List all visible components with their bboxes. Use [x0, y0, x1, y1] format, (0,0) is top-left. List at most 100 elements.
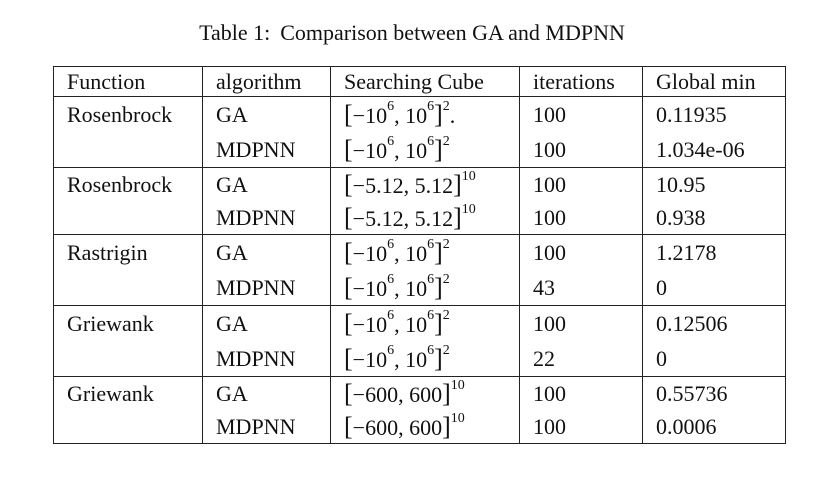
- cell-function: [53, 201, 203, 235]
- cube-power: 2: [442, 272, 450, 288]
- cube-low: −10: [352, 311, 388, 337]
- cell-global-min: 1.034e-06: [642, 132, 786, 168]
- cube-power: 2: [442, 99, 450, 115]
- cell-global-min: 1.2178: [642, 234, 786, 270]
- cube-low-exp: 6: [387, 272, 395, 288]
- cell-function: Griewank: [53, 305, 203, 341]
- cell-global-min: 0.55736: [642, 376, 786, 410]
- cell-iterations: 100: [519, 234, 643, 270]
- cell-algorithm: MDPNN: [202, 270, 331, 306]
- cell-searching-cube: [−106, 106]2: [330, 234, 520, 270]
- table-row: MDPNN [−106, 106]2 43 0: [53, 270, 786, 306]
- cell-function: Rastrigin: [53, 234, 203, 270]
- cell-function: Griewank: [53, 376, 203, 410]
- cell-algorithm: GA: [202, 96, 331, 132]
- table-caption: Table 1: Comparison between GA and MDPNN: [0, 20, 824, 46]
- cube-high-exp: 6: [427, 343, 435, 359]
- header-iterations: iterations: [519, 66, 643, 97]
- cell-function: Rosenbrock: [53, 96, 203, 132]
- cube-high-exp: 6: [427, 99, 435, 115]
- cell-iterations: 100: [519, 167, 643, 201]
- cube-interval: −5.12, 5.12: [352, 205, 454, 231]
- cell-iterations: 100: [519, 410, 643, 444]
- table-row: MDPNN [−600, 600]10 100 0.0006: [53, 410, 786, 444]
- cell-global-min: 0.11935: [642, 96, 786, 132]
- cube-high: 10: [405, 240, 428, 266]
- cell-searching-cube: [−5.12, 5.12]10: [330, 201, 520, 235]
- cube-low-exp: 6: [387, 308, 395, 324]
- table-row: MDPNN [−5.12, 5.12]10 100 0.938: [53, 201, 786, 235]
- cube-low: −10: [352, 275, 388, 301]
- table-row: Rastrigin GA [−106, 106]2 100 1.2178: [53, 234, 786, 270]
- cell-global-min: 0: [642, 270, 786, 306]
- cell-function: [53, 270, 203, 306]
- cell-algorithm: MDPNN: [202, 132, 331, 168]
- cell-searching-cube: [−106, 106]2.: [330, 96, 520, 132]
- cell-iterations: 100: [519, 305, 643, 341]
- header-row: Function algorithm Searching Cube iterat…: [53, 66, 786, 97]
- cell-iterations: 100: [519, 132, 643, 168]
- table-row: MDPNN [−106, 106]2 100 1.034e-06: [53, 132, 786, 168]
- cube-high: 10: [405, 102, 428, 128]
- cube-low-exp: 6: [387, 237, 395, 253]
- cube-interval: −600, 600: [352, 414, 443, 440]
- cell-searching-cube: [−106, 106]2: [330, 305, 520, 341]
- cell-global-min: 10.95: [642, 167, 786, 201]
- cube-trail: .: [449, 102, 456, 128]
- cube-high-exp: 6: [427, 237, 435, 253]
- cell-algorithm: GA: [202, 167, 331, 201]
- cell-iterations: 100: [519, 96, 643, 132]
- cell-searching-cube: [−5.12, 5.12]10: [330, 167, 520, 201]
- cell-function: [53, 341, 203, 377]
- cube-high: 10: [405, 311, 428, 337]
- cell-global-min: 0.938: [642, 201, 786, 235]
- cell-global-min: 0: [642, 341, 786, 377]
- cube-power: 10: [461, 169, 476, 185]
- cube-low-exp: 6: [387, 343, 395, 359]
- cell-iterations: 22: [519, 341, 643, 377]
- cube-low: −10: [352, 137, 388, 163]
- table-row: Rosenbrock GA [−5.12, 5.12]10 100 10.95: [53, 167, 786, 201]
- cube-power: 2: [442, 237, 450, 253]
- cube-power: 2: [442, 308, 450, 324]
- cell-searching-cube: [−106, 106]2: [330, 132, 520, 168]
- cell-iterations: 100: [519, 376, 643, 410]
- cube-low-exp: 6: [387, 134, 395, 150]
- cube-high: 10: [405, 346, 428, 372]
- cube-interval: −5.12, 5.12: [352, 172, 454, 198]
- table-title: Comparison between GA and MDPNN: [280, 20, 625, 45]
- cube-power: 10: [461, 202, 476, 218]
- cell-searching-cube: [−600, 600]10: [330, 410, 520, 444]
- cell-iterations: 43: [519, 270, 643, 306]
- table-number: Table 1:: [199, 20, 271, 45]
- header-function: Function: [53, 66, 203, 97]
- cell-algorithm: MDPNN: [202, 341, 331, 377]
- cube-high-exp: 6: [427, 134, 435, 150]
- table-row: Griewank GA [−600, 600]10 100 0.55736: [53, 376, 786, 410]
- cube-high: 10: [405, 137, 428, 163]
- cell-algorithm: GA: [202, 234, 331, 270]
- cube-power: 2: [442, 134, 450, 150]
- cell-function: [53, 410, 203, 444]
- cell-algorithm: GA: [202, 376, 331, 410]
- cube-high-exp: 6: [427, 272, 435, 288]
- cube-high-exp: 6: [427, 308, 435, 324]
- cube-low: −10: [352, 346, 388, 372]
- cell-global-min: 0.0006: [642, 410, 786, 444]
- header-searching-cube: Searching Cube: [330, 66, 520, 97]
- table-row: Rosenbrock GA [−106, 106]2. 100 0.11935: [53, 96, 786, 132]
- cube-power: 2: [442, 343, 450, 359]
- cell-global-min: 0.12506: [642, 305, 786, 341]
- cube-low: −10: [352, 240, 388, 266]
- table-row: MDPNN [−106, 106]2 22 0: [53, 341, 786, 377]
- cell-algorithm: GA: [202, 305, 331, 341]
- cell-iterations: 100: [519, 201, 643, 235]
- header-global-min: Global min: [642, 66, 786, 97]
- comparison-table: Function algorithm Searching Cube iterat…: [53, 66, 786, 444]
- cell-algorithm: MDPNN: [202, 410, 331, 444]
- cell-function: [53, 132, 203, 168]
- table-row: Griewank GA [−106, 106]2 100 0.12506: [53, 305, 786, 341]
- cube-power: 10: [450, 378, 465, 394]
- cell-searching-cube: [−106, 106]2: [330, 341, 520, 377]
- header-algorithm: algorithm: [202, 66, 331, 97]
